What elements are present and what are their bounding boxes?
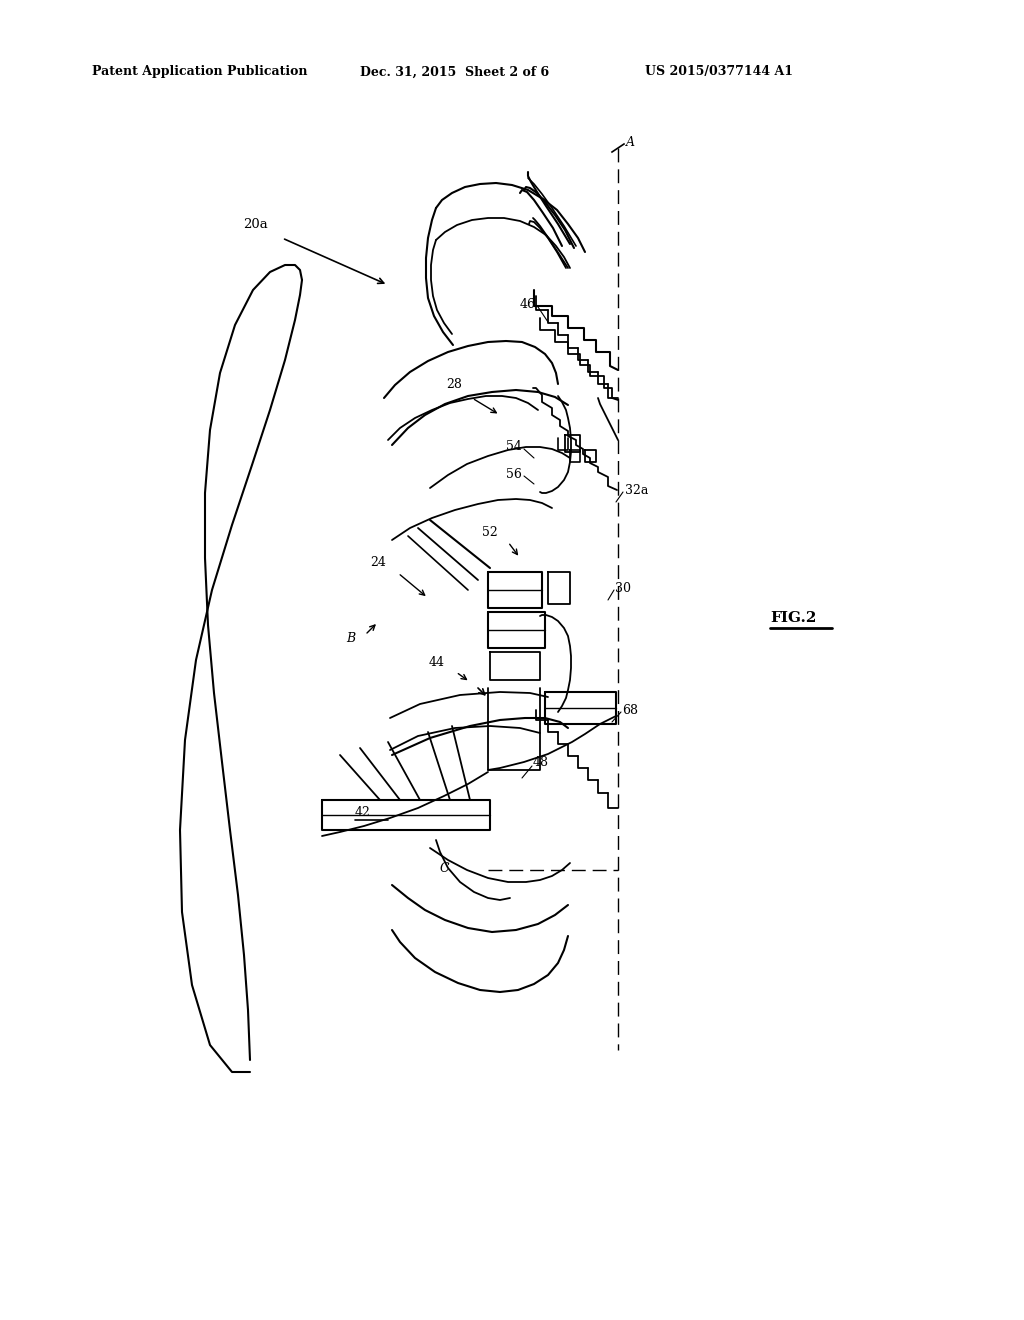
Text: 42: 42 bbox=[355, 805, 371, 818]
Text: 20a: 20a bbox=[244, 219, 268, 231]
Text: 54: 54 bbox=[506, 441, 522, 454]
Text: 68: 68 bbox=[622, 704, 638, 717]
Text: US 2015/0377144 A1: US 2015/0377144 A1 bbox=[645, 66, 793, 78]
Text: Dec. 31, 2015  Sheet 2 of 6: Dec. 31, 2015 Sheet 2 of 6 bbox=[360, 66, 549, 78]
Text: 46: 46 bbox=[520, 298, 536, 312]
Text: 28: 28 bbox=[446, 379, 462, 392]
Text: 32a: 32a bbox=[625, 483, 648, 496]
Text: 52: 52 bbox=[482, 525, 498, 539]
Text: C: C bbox=[440, 862, 450, 874]
Text: B: B bbox=[346, 631, 355, 644]
Text: A: A bbox=[626, 136, 635, 149]
Text: 56: 56 bbox=[506, 467, 522, 480]
Text: 24: 24 bbox=[370, 556, 386, 569]
Text: FIG.2: FIG.2 bbox=[770, 611, 816, 624]
Text: 44: 44 bbox=[429, 656, 445, 668]
Text: 30: 30 bbox=[615, 582, 631, 594]
Text: Patent Application Publication: Patent Application Publication bbox=[92, 66, 307, 78]
Text: 48: 48 bbox=[534, 756, 549, 770]
